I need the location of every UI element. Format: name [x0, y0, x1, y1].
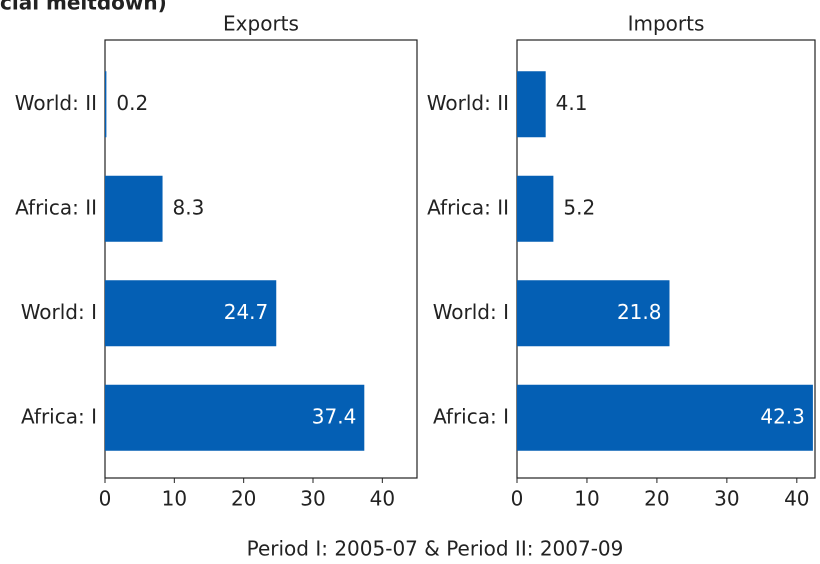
x-tick-label: 0	[511, 487, 524, 511]
value-label: 0.2	[116, 91, 148, 115]
x-tick-label: 20	[231, 487, 256, 511]
x-tick-label: 10	[162, 487, 187, 511]
plot-frame	[516, 39, 816, 479]
x-tick-label: 10	[574, 487, 599, 511]
x-tick-label: 0	[99, 487, 112, 511]
bar	[517, 280, 670, 347]
x-tick-label: 30	[714, 487, 739, 511]
x-tick-label: 40	[370, 487, 395, 511]
panel-title: Imports	[628, 12, 705, 36]
value-label: 42.3	[760, 404, 805, 428]
category-label: Africa: I	[433, 404, 509, 428]
panel-title: Exports	[223, 12, 299, 36]
bar	[517, 71, 546, 138]
value-label: 4.1	[556, 91, 588, 115]
category-label: Africa: I	[21, 404, 97, 428]
bar	[105, 280, 277, 347]
x-tick-label: 40	[784, 487, 809, 511]
category-label: World: I	[433, 300, 509, 324]
category-label: World: I	[21, 300, 97, 324]
bar	[517, 384, 813, 451]
figure-title: cial meltdown)	[0, 0, 167, 15]
value-label: 24.7	[224, 300, 269, 324]
plot-frame	[104, 39, 418, 479]
bar	[105, 384, 365, 451]
bar	[105, 71, 107, 138]
value-label: 37.4	[312, 404, 357, 428]
x-tick-label: 20	[644, 487, 669, 511]
value-label: 21.8	[617, 300, 662, 324]
bar	[105, 175, 163, 242]
category-label: World: II	[427, 91, 509, 115]
category-label: Africa: II	[15, 195, 97, 219]
value-label: 5.2	[563, 195, 595, 219]
period-note: Period I: 2005-07 & Period II: 2007-09	[247, 537, 624, 561]
value-label: 8.3	[173, 195, 205, 219]
bar	[517, 175, 554, 242]
x-tick-label: 30	[300, 487, 325, 511]
category-label: Africa: II	[427, 195, 509, 219]
category-label: World: II	[15, 91, 97, 115]
